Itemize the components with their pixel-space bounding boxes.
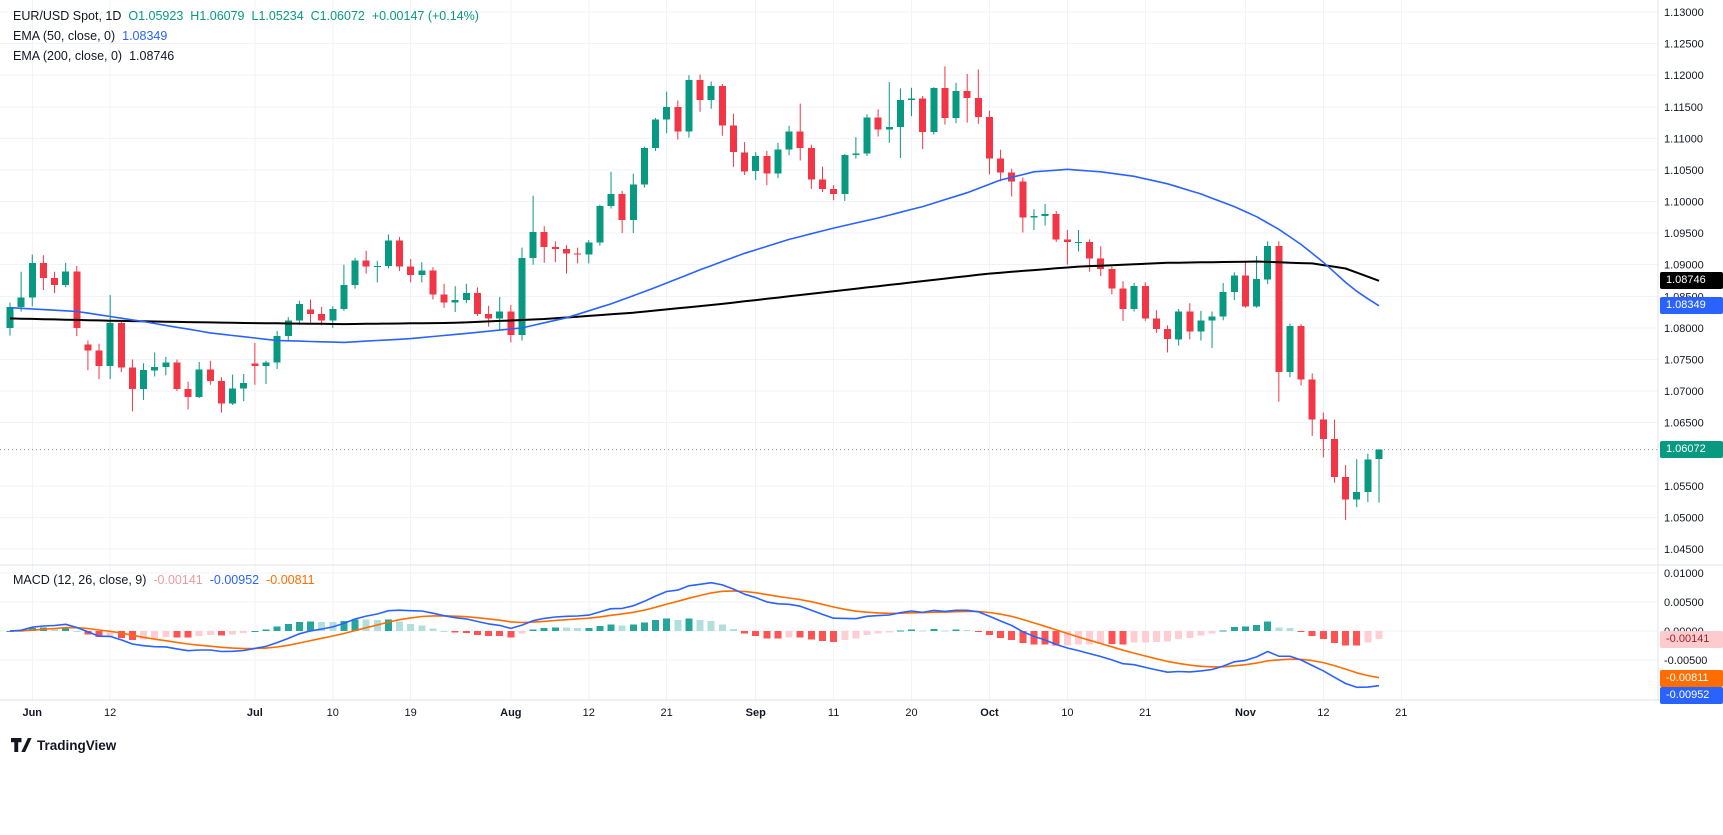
svg-text:Sep: Sep: [746, 707, 766, 719]
svg-text:1.12500: 1.12500: [1664, 39, 1704, 51]
ema200-legend-row[interactable]: EMA (200, close, 0) 1.08746: [13, 47, 479, 64]
svg-text:12: 12: [583, 707, 595, 719]
time-axis-labels[interactable]: Jun 12 Jul 10 19 Aug 12 21 Sep 11 20 Oct 10 21 Nov 12 21: [22, 707, 1407, 719]
ohlc-low: L1.05234: [251, 8, 304, 23]
price-axis-badge-ema50: 1.08349: [1660, 297, 1723, 315]
macd-line-value: -0.00952: [209, 572, 260, 587]
svg-text:1.04500: 1.04500: [1664, 544, 1704, 556]
macd-signal-line: [9, 590, 1380, 679]
ohlc-close: C1.06072: [310, 8, 365, 23]
ema50-label: EMA (50, close, 0): [13, 28, 116, 43]
svg-text:19: 19: [405, 707, 417, 719]
svg-text:1.05000: 1.05000: [1664, 512, 1704, 524]
ohlc-high: H1.06079: [190, 8, 245, 23]
macd-axis-badge-macd: -0.00952: [1660, 687, 1723, 704]
svg-text:21: 21: [1395, 707, 1407, 719]
svg-text:Jul: Jul: [247, 707, 263, 719]
macd-axis-badge-histogram: -0.00141: [1660, 630, 1723, 648]
macd-line: [9, 581, 1380, 689]
main-legend: EUR/USD Spot, 1D O1.05923 H1.06079 L1.05…: [13, 7, 479, 64]
svg-text:1.11000: 1.11000: [1664, 133, 1703, 145]
svg-text:10: 10: [1061, 707, 1073, 719]
svg-text:12: 12: [104, 707, 116, 719]
ema50-legend-row[interactable]: EMA (50, close, 0) 1.08349: [13, 27, 479, 44]
svg-text:0.00500: 0.00500: [1664, 597, 1704, 609]
svg-text:Jun: Jun: [22, 707, 42, 719]
svg-text:20: 20: [905, 707, 917, 719]
macd-axis-badge-signal: -0.00811: [1660, 669, 1723, 687]
ohlc-open: O1.05923: [128, 8, 184, 23]
symbol-title[interactable]: EUR/USD Spot, 1D: [13, 8, 122, 23]
tradingview-logo-text: TradingView: [37, 737, 117, 753]
svg-text:1.10000: 1.10000: [1664, 197, 1704, 209]
svg-text:1.11500: 1.11500: [1664, 102, 1703, 114]
svg-text:0.01000: 0.01000: [1664, 568, 1704, 580]
macd-signal-value: -0.00811: [266, 572, 315, 587]
macd-histogram: [6, 618, 1383, 646]
pane-separator[interactable]: [0, 0, 1723, 701]
price-axis-labels[interactable]: 1.13000 1.12500 1.12000 1.11500 1.11000 1.105…: [1664, 7, 1707, 667]
macd-hist-value: -0.00141: [153, 572, 203, 587]
grid-layer: [0, 0, 1658, 700]
svg-text:Oct: Oct: [980, 707, 999, 719]
svg-text:Aug: Aug: [500, 707, 521, 719]
ema50-line: [9, 168, 1380, 344]
svg-text:1.05500: 1.05500: [1664, 481, 1704, 493]
svg-text:1.09500: 1.09500: [1664, 228, 1704, 240]
price-axis-badge-last-price: 1.06072: [1660, 441, 1723, 459]
macd-label: MACD (12, 26, close, 9): [13, 572, 147, 587]
macd-legend: MACD (12, 26, close, 9) -0.00141 -0.0095…: [13, 571, 315, 588]
tradingview-logo-icon: [11, 738, 32, 752]
svg-text:-0.00500: -0.00500: [1664, 655, 1707, 667]
tradingview-watermark[interactable]: TradingView: [10, 736, 116, 754]
svg-text:21: 21: [661, 707, 673, 719]
svg-text:1.10500: 1.10500: [1664, 165, 1704, 177]
svg-text:21: 21: [1139, 707, 1151, 719]
svg-text:1.07500: 1.07500: [1664, 354, 1704, 366]
svg-text:10: 10: [327, 707, 339, 719]
price-axis-badge-ema200: 1.08746: [1660, 272, 1723, 290]
svg-text:1.12000: 1.12000: [1664, 70, 1704, 82]
price-change: +0.00147 (+0.14%): [371, 8, 479, 23]
symbol-legend-row[interactable]: EUR/USD Spot, 1D O1.05923 H1.06079 L1.05…: [13, 7, 479, 24]
svg-text:1.06500: 1.06500: [1664, 418, 1704, 430]
svg-text:1.13000: 1.13000: [1664, 7, 1704, 19]
ema50-value: 1.08349: [122, 28, 168, 43]
svg-text:1.09000: 1.09000: [1664, 260, 1704, 272]
svg-text:12: 12: [1317, 707, 1329, 719]
svg-text:1.08000: 1.08000: [1664, 323, 1704, 335]
candlestick-series: [6, 66, 1383, 520]
svg-text:11: 11: [828, 707, 839, 719]
svg-text:1.07000: 1.07000: [1664, 386, 1704, 398]
macd-legend-row[interactable]: MACD (12, 26, close, 9) -0.00141 -0.0095…: [13, 571, 315, 588]
ema200-value: 1.08746: [129, 48, 175, 63]
ema200-label: EMA (200, close, 0): [13, 48, 123, 63]
ema200-line: [9, 260, 1380, 326]
svg-text:Nov: Nov: [1235, 707, 1257, 719]
